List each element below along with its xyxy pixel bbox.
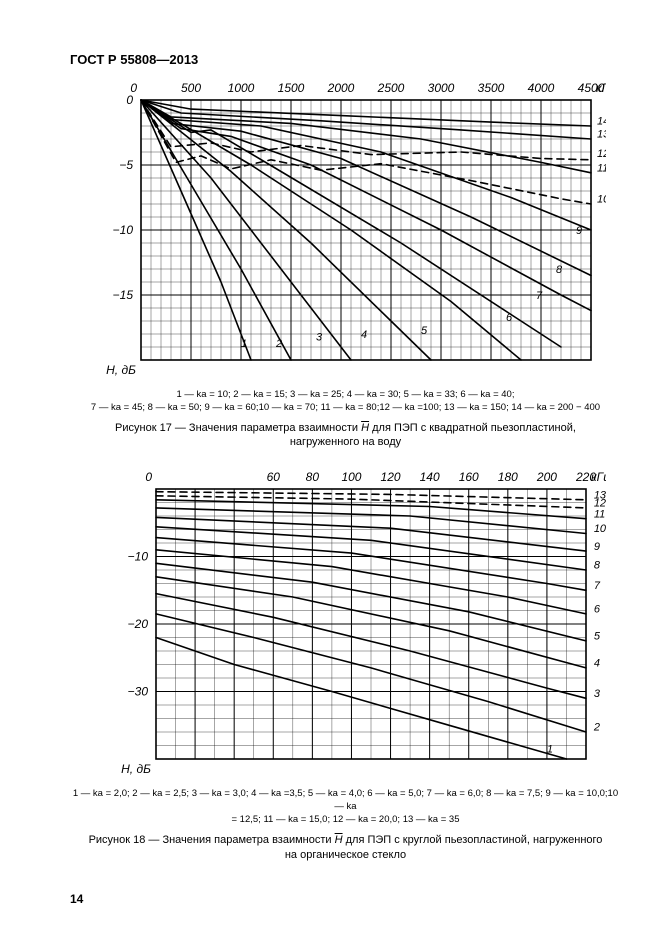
caption-text: для ПЭП с круглой пьезопластиной, нагруж… (343, 834, 603, 846)
svg-text:−10: −10 (127, 550, 148, 564)
svg-text:3: 3 (593, 688, 600, 700)
figure-17-chart: 50010001500200025003000350040004500кГц00… (70, 75, 621, 385)
h-symbol: H (335, 833, 343, 848)
svg-text:5: 5 (593, 631, 600, 643)
svg-text:3000: 3000 (427, 81, 454, 95)
svg-text:8: 8 (593, 560, 600, 572)
svg-text:1: 1 (546, 744, 552, 756)
svg-text:кГц: кГц (596, 81, 606, 95)
svg-text:−30: −30 (127, 685, 148, 699)
svg-text:8: 8 (556, 264, 563, 276)
svg-text:10: 10 (593, 524, 605, 536)
svg-text:7: 7 (536, 290, 543, 302)
caption-text: нагруженного на воду (290, 436, 401, 448)
svg-text:180: 180 (497, 470, 517, 484)
svg-text:H, дБ: H, дБ (121, 762, 151, 776)
svg-text:3: 3 (316, 332, 323, 344)
caption-text: для ПЭП с квадратной пьезопластиной, (369, 422, 576, 434)
svg-text:5: 5 (421, 325, 428, 337)
svg-text:−20: −20 (127, 617, 148, 631)
svg-text:4000: 4000 (527, 81, 554, 95)
svg-text:6: 6 (506, 312, 513, 324)
svg-text:200: 200 (535, 470, 556, 484)
svg-text:1000: 1000 (227, 81, 254, 95)
svg-text:4: 4 (593, 658, 599, 670)
svg-text:160: 160 (458, 470, 478, 484)
legend-text: = 12,5; 11 — ka = 15,0; 12 — ka = 20,0; … (232, 814, 460, 825)
page: ГОСТ Р 55808—2013 5001000150020002500300… (0, 0, 661, 936)
svg-text:−5: −5 (119, 158, 133, 172)
svg-text:2: 2 (592, 722, 599, 734)
svg-text:2: 2 (275, 338, 282, 350)
svg-text:0: 0 (126, 93, 133, 107)
svg-text:11: 11 (593, 509, 604, 521)
svg-text:6: 6 (593, 604, 600, 616)
svg-text:140: 140 (419, 470, 439, 484)
svg-text:60: 60 (266, 470, 280, 484)
h-symbol: H (361, 421, 369, 436)
svg-text:100: 100 (341, 470, 361, 484)
caption-text: на органическое стекло (285, 849, 406, 861)
svg-text:3500: 3500 (477, 81, 504, 95)
svg-text:−15: −15 (112, 288, 133, 302)
legend-text: 1 — ka = 2,0; 2 — ka = 2,5; 3 — ka = 3,0… (73, 788, 618, 812)
svg-text:9: 9 (576, 225, 582, 237)
svg-text:10: 10 (597, 194, 606, 206)
svg-text:13: 13 (597, 129, 606, 141)
svg-text:1: 1 (241, 338, 247, 350)
svg-text:120: 120 (380, 470, 400, 484)
svg-text:4: 4 (361, 329, 367, 341)
svg-text:2500: 2500 (376, 81, 404, 95)
svg-text:11: 11 (597, 163, 606, 175)
svg-text:кГц: кГц (591, 470, 606, 484)
caption-text: Рисунок 18 — Значения параметра взаимнос… (89, 834, 335, 846)
figure-18-caption: Рисунок 18 — Значения параметра взаимнос… (70, 833, 621, 863)
legend-text: 1 — ka = 10; 2 — ka = 15; 3 — ka = 25; 4… (177, 389, 515, 400)
svg-text:80: 80 (305, 470, 319, 484)
figure-17-caption: Рисунок 17 — Значения параметра взаимнос… (70, 421, 621, 451)
svg-text:H, дБ: H, дБ (106, 363, 136, 377)
svg-text:1500: 1500 (277, 81, 304, 95)
page-number: 14 (70, 892, 83, 906)
svg-text:7: 7 (593, 580, 600, 592)
legend-text: 7 — ka = 45; 8 — ka = 50; 9 — ka = 60;10… (91, 402, 600, 413)
svg-text:2000: 2000 (326, 81, 354, 95)
caption-text: Рисунок 17 — Значения параметра взаимнос… (115, 422, 361, 434)
svg-text:13: 13 (593, 490, 605, 502)
figure-17-legend: 1 — ka = 10; 2 — ka = 15; 3 — ka = 25; 4… (70, 389, 621, 415)
svg-text:0: 0 (145, 470, 152, 484)
svg-text:14: 14 (597, 116, 606, 128)
svg-text:9: 9 (593, 541, 599, 553)
svg-text:−10: −10 (112, 223, 133, 237)
svg-text:500: 500 (180, 81, 200, 95)
figure-18-legend: 1 — ka = 2,0; 2 — ka = 2,5; 3 — ka = 3,0… (70, 788, 621, 826)
document-header: ГОСТ Р 55808—2013 (70, 52, 621, 67)
svg-text:12: 12 (597, 148, 606, 160)
figure-18-chart: 6080100120140160180200220кГц0−10−20−30H,… (70, 464, 621, 784)
